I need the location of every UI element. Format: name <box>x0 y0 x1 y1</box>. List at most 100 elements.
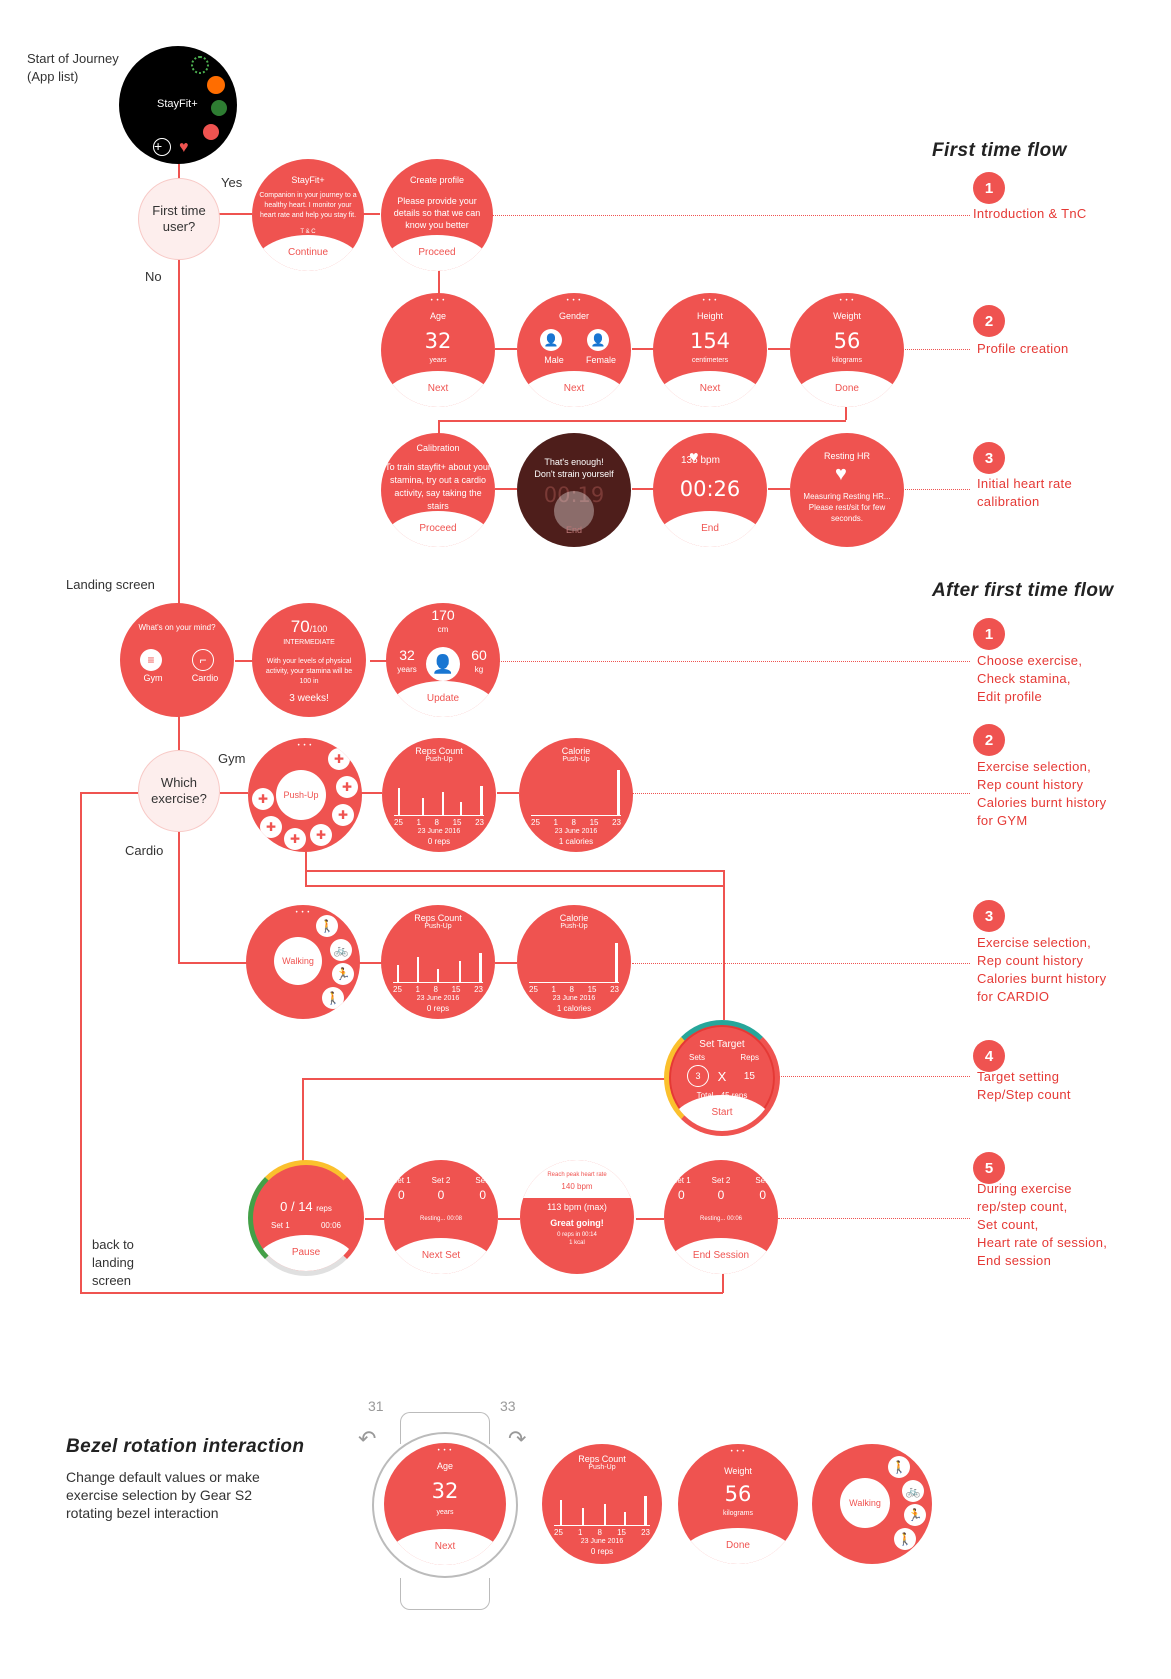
app-list-screen: StayFit+ ♥ + <box>119 46 237 164</box>
age-value[interactable]: 32 <box>431 1479 459 1503</box>
height-value[interactable]: 154 <box>689 329 731 353</box>
set-label: Set 1 <box>392 1176 411 1185</box>
dumbbell-icon[interactable]: ≡ <box>140 649 162 671</box>
start-button[interactable]: Start <box>669 1095 775 1131</box>
profile-age[interactable]: 32 <box>399 647 415 663</box>
profile-weight[interactable]: 60 <box>471 647 487 663</box>
heart-icon[interactable]: ♥ <box>179 139 189 156</box>
exercise-icon[interactable]: ✚ <box>310 824 332 846</box>
done-button[interactable]: Done <box>790 371 904 407</box>
step-description: Target setting Rep/Step count <box>977 1069 1071 1102</box>
stamina-body: With your levels of physical activity, y… <box>265 658 353 685</box>
app-icon[interactable] <box>207 76 225 94</box>
age-value[interactable]: 32 <box>424 329 452 353</box>
intro-body: Companion in your journey to a healthy h… <box>259 192 357 219</box>
add-icon[interactable]: + <box>153 138 171 156</box>
exercise-icon[interactable]: ✚ <box>328 748 350 770</box>
exercise-icon[interactable]: ✚ <box>336 776 358 798</box>
step-number: 2 <box>973 724 1005 756</box>
bezel-left-value: 31 <box>368 1398 384 1414</box>
set-label: Set 1 <box>672 1176 691 1185</box>
connector <box>495 962 517 964</box>
bezel-age-screen: • • • Age 32 years Next <box>384 1443 506 1565</box>
page-dots: • • • <box>566 298 582 304</box>
app-icon[interactable] <box>191 56 209 74</box>
treadmill-icon[interactable]: ⌐ <box>192 649 214 671</box>
stamina-max: /100 <box>309 624 328 634</box>
female-icon[interactable]: 👤 <box>587 329 609 351</box>
tick: 23 <box>474 985 483 994</box>
walking-selector[interactable]: Walking <box>840 1478 890 1528</box>
leader-line <box>492 215 970 216</box>
sets-label: Sets <box>689 1053 706 1062</box>
peak-great: Great going! <box>550 1218 604 1228</box>
end-button[interactable]: End <box>653 511 767 547</box>
running-icon[interactable]: 🏃 <box>904 1504 926 1526</box>
tick: 25 <box>554 1528 563 1537</box>
end-button[interactable]: End <box>565 525 582 535</box>
walking-icon[interactable]: 🚶 <box>888 1456 910 1478</box>
peak-target: 140 bpm <box>561 1182 593 1191</box>
after-flow-heading: After first time flow <box>932 580 1114 601</box>
chart-bar <box>560 1500 562 1526</box>
sets-value[interactable]: 3 <box>687 1065 709 1087</box>
tnc-link[interactable]: T & C <box>300 229 316 235</box>
enough-line1: That's enough! <box>544 457 604 467</box>
step-description: Initial heart rate calibration <box>977 476 1073 509</box>
gym-option[interactable]: Gym <box>143 673 163 683</box>
hiking-icon[interactable]: 🚶 <box>322 987 344 1009</box>
chart-subtitle: Push-Up <box>560 923 588 930</box>
app-icon[interactable] <box>211 100 227 116</box>
next-set-button[interactable]: Next Set <box>384 1238 498 1274</box>
cardio-option[interactable]: Cardio <box>191 673 219 683</box>
connector <box>358 962 382 964</box>
next-button[interactable]: Next <box>384 1529 506 1565</box>
pushup-selector[interactable]: Push-Up <box>276 770 326 820</box>
page-dots: • • • <box>702 298 718 304</box>
reps-count-cardio-screen: Reps Count Push-Up 25 1 8 15 23 23 June 2016… <box>381 905 495 1019</box>
cycling-icon[interactable]: 🚲 <box>902 1480 924 1502</box>
done-button[interactable]: Done <box>678 1528 798 1564</box>
set-label: Set 2 <box>711 1176 731 1185</box>
hiking-icon[interactable]: 🚶 <box>894 1528 916 1550</box>
exercise-icon[interactable]: ✚ <box>332 804 354 826</box>
proceed-button[interactable]: Proceed <box>381 235 493 271</box>
next-button[interactable]: Next <box>517 371 631 407</box>
proceed-button[interactable]: Proceed <box>381 511 495 547</box>
tick: 15 <box>452 818 462 827</box>
connector <box>305 885 724 887</box>
weight-value[interactable]: 56 <box>833 329 861 353</box>
chart-axis <box>529 982 619 983</box>
session-screen: 0 / 14 reps Set 1 00:06 Pause <box>248 1160 364 1276</box>
exercise-icon[interactable]: ✚ <box>252 788 274 810</box>
next-button[interactable]: Next <box>381 371 495 407</box>
exercise-icon[interactable]: ✚ <box>284 828 306 850</box>
update-button[interactable]: Update <box>386 681 500 717</box>
reps-value[interactable]: 15 <box>743 1071 755 1082</box>
cycling-icon[interactable]: 🚲 <box>330 939 352 961</box>
continue-button[interactable]: Continue <box>252 235 364 271</box>
calorie-gym-screen: Calorie Push-Up 25 1 8 15 23 23 June 2016 1 … <box>519 738 633 852</box>
male-icon[interactable]: 👤 <box>540 329 562 351</box>
pause-button[interactable]: Pause <box>253 1235 359 1271</box>
walking-selector[interactable]: Walking <box>274 937 322 985</box>
running-icon[interactable]: 🏃 <box>332 963 354 985</box>
app-name: StayFit+ <box>157 98 198 110</box>
peak-hr-screen: Reach peak heart rate 140 bpm 113 bpm (m… <box>520 1160 634 1274</box>
app-icon[interactable] <box>203 124 219 140</box>
chart-subtitle: Push-Up <box>562 756 590 763</box>
next-button[interactable]: Next <box>653 371 767 407</box>
walking-icon[interactable]: 🚶 <box>316 915 338 937</box>
step-number: 4 <box>973 1040 1005 1072</box>
end-session-button[interactable]: End Session <box>664 1238 778 1274</box>
set-target-title: Set Target <box>699 1039 745 1050</box>
resting-timer: Resting... 00:06 <box>699 1216 743 1222</box>
rotate-right-icon: ↷ <box>508 1426 527 1451</box>
peak-reps: 0 reps in 00:14 <box>557 1232 597 1238</box>
set-label: Set 2 <box>431 1176 451 1185</box>
bar-chart <box>554 1486 650 1526</box>
age-unit: years <box>436 1509 454 1516</box>
profile-height[interactable]: 170 <box>431 607 455 623</box>
weight-value[interactable]: 56 <box>724 1482 752 1506</box>
exercise-icon[interactable]: ✚ <box>260 816 282 838</box>
